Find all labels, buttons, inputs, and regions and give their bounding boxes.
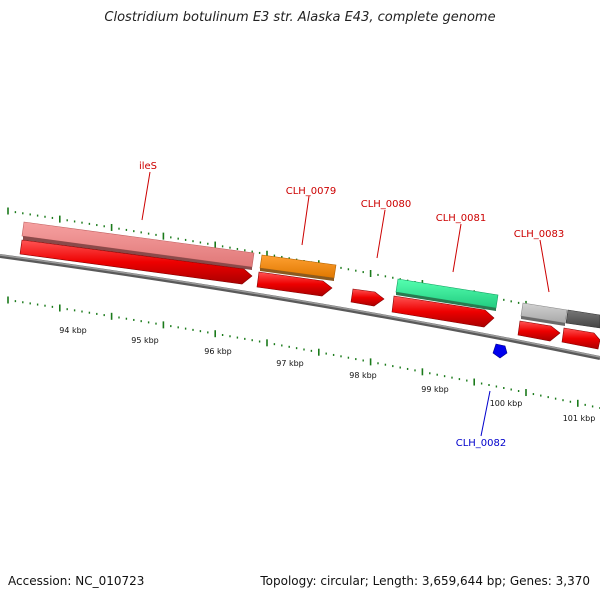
scale-label-97kbp: 97 kbp — [276, 359, 304, 368]
gene-CLH_0081-feature[interactable] — [395, 278, 499, 311]
scale-label-95kbp: 95 kbp — [131, 336, 159, 345]
map-title: Clostridium botulinum E3 str. Alaska E43… — [104, 10, 496, 25]
gene-label-CLH_0081[interactable]: CLH_0081 — [436, 213, 487, 224]
gene-label-CLH_0080[interactable]: CLH_0080 — [361, 199, 412, 210]
genome-backbone — [0, 254, 600, 360]
cds-CLH_0083-arrow[interactable] — [517, 320, 561, 342]
leader-line-CLH_0080 — [376, 209, 386, 259]
leader-line-CLH_0079 — [301, 195, 310, 246]
leader-line-ileS — [141, 171, 151, 221]
leader-line-CLH_0083 — [539, 239, 550, 293]
accession-text: Accession: NC_010723 — [8, 574, 145, 588]
gene-label-CLH_0083[interactable]: CLH_0083 — [514, 229, 565, 240]
cds-CLH_0079-arrow[interactable] — [256, 271, 333, 297]
scale-label-98kbp: 98 kbp — [349, 371, 377, 380]
scale-label-94kbp: 94 kbp — [59, 326, 87, 335]
gene-CLH_0082-arrow[interactable] — [492, 343, 508, 359]
gene-CLH_0079-feature[interactable] — [259, 254, 337, 281]
genome-summary-text: Topology: circular; Length: 3,659,644 bp… — [260, 574, 590, 588]
cds-downstream-arrow[interactable] — [561, 327, 600, 350]
scale-label-101kbp: 101 kbp — [563, 414, 596, 423]
cds-ileS-arrow[interactable] — [19, 239, 253, 285]
gene-ileS-feature[interactable] — [21, 221, 255, 270]
leader-line-CLH_0081 — [452, 223, 462, 273]
gene-label-CLH_0082[interactable]: CLH_0082 — [456, 438, 507, 449]
scale-label-96kbp: 96 kbp — [204, 347, 232, 356]
leader-line-CLH_0082 — [480, 390, 491, 437]
scale-label-100kbp: 100 kbp — [490, 399, 523, 408]
scale-tick-track — [7, 296, 600, 409]
scale-label-99kbp: 99 kbp — [421, 385, 449, 394]
gene-label-CLH_0079[interactable]: CLH_0079 — [286, 186, 337, 197]
cds-CLH_0080-arrow[interactable] — [350, 288, 385, 307]
gene-label-ileS[interactable]: ileS — [139, 161, 157, 172]
gene-downstream-feature[interactable] — [565, 309, 600, 329]
gene-CLH_0083-feature[interactable] — [520, 302, 568, 326]
cds-CLH_0081-arrow[interactable] — [391, 295, 495, 328]
